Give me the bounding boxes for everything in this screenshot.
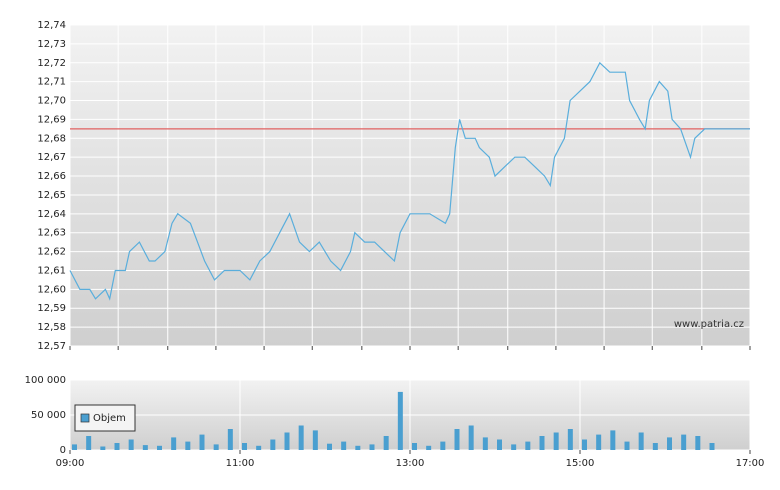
volume-bar <box>511 444 517 450</box>
volume-bar <box>298 425 304 450</box>
y-tick-label: 12,65 <box>37 190 66 201</box>
y-tick-label: 12,73 <box>37 39 66 50</box>
volume-bar <box>624 441 630 450</box>
volume-bar <box>157 445 162 450</box>
y-tick-label: 100 000 <box>25 375 66 386</box>
y-tick-label: 12,71 <box>37 77 66 88</box>
volume-bar <box>638 432 644 450</box>
volume-bar <box>596 434 602 450</box>
volume-bar <box>355 445 361 450</box>
volume-bar <box>341 441 347 450</box>
volume-bar <box>709 443 715 450</box>
volume-bar <box>426 445 432 450</box>
y-tick-label: 12,62 <box>37 247 66 258</box>
y-tick-label: 12,70 <box>37 96 66 107</box>
volume-bar <box>312 430 318 450</box>
volume-bar <box>128 439 134 450</box>
volume-bar <box>100 446 106 450</box>
watermark: www.patria.cz <box>674 319 744 330</box>
y-tick-label: 12,64 <box>37 209 66 220</box>
x-tick-label: 13:00 <box>396 458 425 469</box>
volume-bar <box>567 429 573 450</box>
volume-bar <box>142 445 148 450</box>
x-tick-label: 11:00 <box>226 458 255 469</box>
x-tick-label: 15:00 <box>566 458 595 469</box>
volume-bar <box>383 436 389 450</box>
volume-bar <box>610 430 616 450</box>
volume-bar <box>270 439 276 450</box>
volume-bar <box>482 437 488 450</box>
volume-bar <box>525 441 531 450</box>
legend: Objem <box>74 404 136 432</box>
legend-swatch <box>80 413 90 423</box>
y-tick-label: 12,66 <box>37 171 66 182</box>
y-tick-label: 12,72 <box>37 58 66 69</box>
y-tick-label: 12,63 <box>37 228 66 239</box>
volume-bar <box>284 432 290 450</box>
volume-bar <box>213 444 219 450</box>
volume-bar <box>539 436 545 450</box>
volume-bar <box>454 429 460 450</box>
volume-bar <box>227 429 233 450</box>
volume-bar <box>440 441 446 450</box>
volume-bar <box>412 443 417 450</box>
y-tick-label: 12,58 <box>37 322 66 333</box>
y-tick-label: 50 000 <box>31 410 66 421</box>
volume-bar <box>185 441 191 450</box>
volume-bar <box>397 391 403 450</box>
volume-bar <box>497 439 502 450</box>
volume-bar <box>199 434 205 450</box>
volume-bar <box>256 445 262 450</box>
y-tick-label: 12,69 <box>37 114 66 125</box>
y-tick-label: 12,67 <box>37 152 66 163</box>
volume-bar <box>327 443 332 450</box>
y-tick-label: 12,74 <box>37 20 66 31</box>
volume-bar <box>86 436 92 450</box>
volume-bar <box>582 439 587 450</box>
x-tick-label: 09:00 <box>56 458 85 469</box>
x-tick-label: 17:00 <box>736 458 765 469</box>
y-tick-label: 12,59 <box>37 303 66 314</box>
price-line <box>69 61 750 301</box>
volume-bar <box>171 437 177 450</box>
y-tick-label: 12,60 <box>37 284 66 295</box>
volume-bar <box>242 443 247 450</box>
volume-bar <box>369 444 375 450</box>
volume-bar <box>652 443 658 450</box>
volume-bar <box>681 434 687 450</box>
volume-bar <box>72 444 77 450</box>
y-tick-label: 12,68 <box>37 133 66 144</box>
volume-bar <box>667 437 672 450</box>
y-tick-label: 12,57 <box>37 341 66 352</box>
y-tick-label: 0 <box>60 445 66 456</box>
volume-bar <box>114 443 120 450</box>
volume-bar <box>695 436 701 450</box>
volume-bar <box>553 432 559 450</box>
legend-label: Objem <box>93 413 126 424</box>
volume-bar <box>468 425 474 450</box>
y-tick-label: 12,61 <box>37 265 66 276</box>
